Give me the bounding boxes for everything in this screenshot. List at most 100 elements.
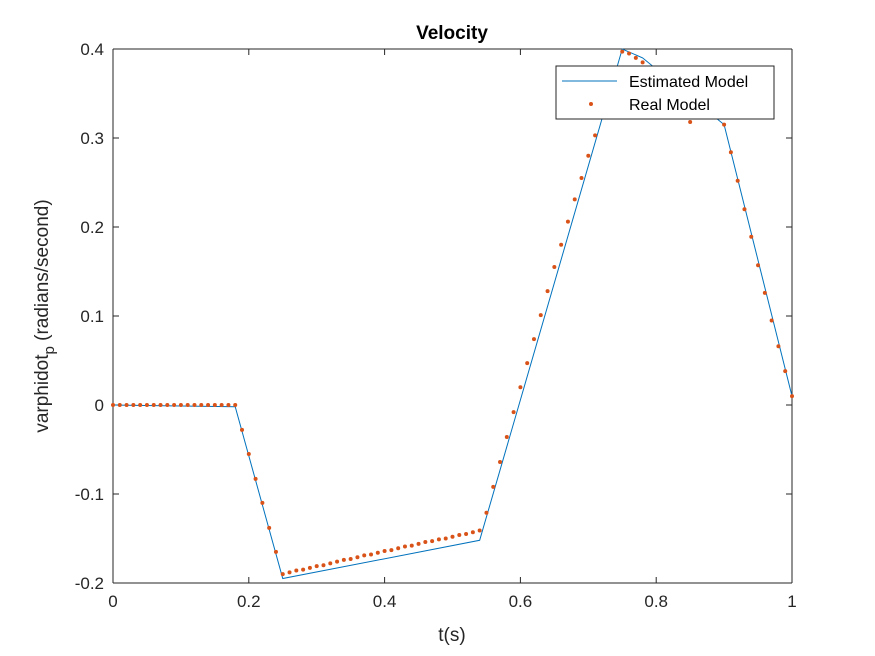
real-model-point	[233, 403, 238, 407]
real-model-point	[348, 556, 353, 561]
series-layer	[111, 48, 794, 580]
real-model-point	[640, 60, 645, 65]
real-model-point	[246, 451, 251, 456]
series-line-estimated-model	[112, 48, 793, 580]
x-tick-label: 1	[787, 592, 796, 611]
legend-marker-swatch	[589, 102, 593, 106]
real-model-point	[783, 369, 788, 374]
chart-title: Velocity	[416, 23, 488, 44]
real-model-point	[756, 263, 761, 268]
real-model-point	[362, 553, 367, 558]
real-model-point	[518, 385, 523, 390]
real-model-point	[131, 403, 136, 407]
real-model-point	[172, 403, 177, 407]
real-model-point	[728, 150, 733, 155]
y-axis-label: varphidotp (radians/second)	[32, 199, 58, 432]
real-model-point	[735, 178, 740, 183]
real-model-point	[144, 403, 149, 407]
real-model-point	[294, 568, 299, 573]
y-tick-label: -0.1	[75, 485, 104, 504]
real-model-point	[267, 525, 272, 530]
real-model-point	[790, 394, 794, 399]
real-model-point	[178, 403, 183, 407]
real-model-point	[287, 570, 292, 575]
real-model-point	[552, 265, 557, 270]
y-tick-label: 0.3	[80, 129, 104, 148]
y-axis-label-rest: (radians/second)	[32, 199, 53, 346]
real-model-point	[457, 532, 462, 537]
y-axis-label-sub: p	[41, 346, 58, 354]
real-model-point	[402, 544, 407, 549]
legend-box	[555, 65, 775, 120]
real-model-point	[545, 289, 550, 294]
real-model-point	[307, 565, 312, 570]
real-model-point	[484, 510, 489, 515]
real-model-point	[212, 403, 217, 407]
real-model-point	[511, 410, 516, 415]
y-tick-label: 0.2	[80, 218, 104, 237]
axes-box	[112, 48, 793, 584]
real-model-point	[688, 119, 693, 124]
real-model-point	[742, 207, 747, 212]
real-model-point	[443, 536, 448, 541]
x-axis-label: t(s)	[438, 625, 465, 646]
real-model-point	[769, 318, 774, 323]
real-model-point	[572, 197, 577, 202]
y-tick-label: 0	[95, 396, 104, 415]
real-model-point	[620, 49, 625, 54]
real-model-point	[369, 552, 374, 557]
real-model-point	[151, 403, 156, 407]
real-model-point	[226, 403, 231, 407]
real-model-point	[749, 234, 754, 239]
real-model-point	[538, 313, 543, 318]
real-model-point	[525, 361, 530, 366]
real-model-point	[776, 344, 781, 349]
real-model-point	[633, 55, 638, 60]
real-model-point	[423, 540, 428, 545]
x-tick-label: 0.4	[373, 592, 397, 611]
real-model-point	[409, 543, 414, 548]
real-model-point	[464, 532, 469, 537]
y-tick-label: -0.2	[75, 574, 104, 593]
real-model-point	[627, 51, 632, 56]
real-model-point	[192, 403, 197, 407]
real-model-point	[253, 476, 258, 481]
legend-label-real-model: Real Model	[629, 97, 710, 114]
real-model-point	[111, 403, 115, 407]
real-model-point	[579, 176, 584, 181]
real-model-point	[301, 567, 306, 572]
real-model-point	[436, 537, 441, 542]
real-model-point	[321, 563, 326, 568]
real-model-point	[280, 572, 285, 577]
real-model-point	[477, 528, 482, 533]
real-model-point	[185, 403, 190, 407]
legend: Estimated Model Real Model	[555, 65, 775, 120]
real-model-point	[138, 403, 143, 407]
real-model-point	[335, 559, 340, 564]
real-model-point	[206, 403, 211, 407]
real-model-point	[722, 122, 727, 127]
real-model-point	[450, 534, 455, 539]
real-model-point	[396, 546, 401, 551]
real-model-point	[273, 549, 278, 554]
real-model-point	[219, 403, 224, 407]
y-ticks: -0.2 -0.1 0 0.1 0.2 0.3 0.4	[75, 40, 792, 593]
y-tick-label: 0.1	[80, 307, 104, 326]
series-markers-real-model	[111, 49, 794, 577]
real-model-point	[328, 561, 333, 566]
real-model-point	[158, 403, 163, 407]
real-model-point	[199, 403, 204, 407]
x-tick-label: 0.2	[237, 592, 261, 611]
real-model-point	[375, 550, 380, 555]
real-model-point	[586, 153, 591, 158]
real-model-point	[565, 219, 570, 224]
real-model-point	[470, 530, 475, 535]
real-model-point	[314, 564, 319, 569]
y-axis-label-main: varphidot	[32, 354, 53, 433]
legend-label-estimated-model: Estimated Model	[629, 74, 748, 91]
real-model-point	[240, 427, 245, 432]
real-model-point	[498, 459, 503, 464]
real-model-point	[165, 403, 170, 407]
real-model-point	[504, 435, 509, 440]
